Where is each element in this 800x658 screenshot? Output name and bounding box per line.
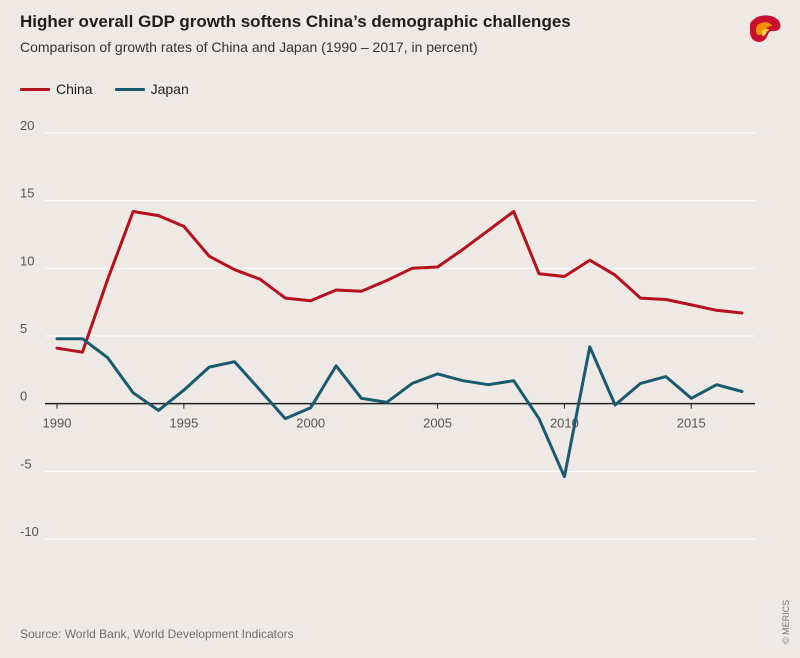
legend-label-china: China bbox=[56, 81, 93, 97]
merics-logo-icon bbox=[749, 15, 781, 42]
legend-swatch-china bbox=[20, 87, 50, 91]
x-tick-label: 2010 bbox=[550, 416, 579, 431]
y-tick-label: -10 bbox=[20, 524, 39, 539]
chart-legend: China Japan bbox=[20, 80, 211, 98]
legend-swatch-japan bbox=[114, 87, 145, 91]
copyright-note: © MERICS bbox=[781, 599, 791, 644]
x-tick-label: 1995 bbox=[169, 416, 198, 431]
x-tick-label: 2000 bbox=[296, 416, 325, 431]
y-tick-label: 5 bbox=[20, 321, 27, 336]
x-tick-label: 2005 bbox=[423, 416, 452, 431]
legend-item-japan: Japan bbox=[114, 81, 189, 97]
y-tick-label: 0 bbox=[20, 389, 27, 404]
y-tick-label: 10 bbox=[20, 253, 34, 268]
y-tick-label: 20 bbox=[20, 118, 34, 133]
series-line-china bbox=[55, 210, 744, 354]
y-tick-label: 15 bbox=[20, 186, 34, 201]
chart-title: Higher overall GDP growth softens China’… bbox=[20, 12, 571, 31]
y-tick-label: -5 bbox=[20, 456, 32, 471]
chart-subtitle: Comparison of growth rates of China and … bbox=[20, 39, 478, 55]
x-tick-label: 1990 bbox=[43, 416, 72, 431]
legend-item-china: China bbox=[20, 81, 93, 97]
legend-label-japan: Japan bbox=[150, 81, 189, 97]
x-tick-label: 2015 bbox=[677, 416, 706, 431]
series-line-japan bbox=[55, 337, 744, 479]
source-note: Source: World Bank, World Development In… bbox=[20, 627, 294, 641]
